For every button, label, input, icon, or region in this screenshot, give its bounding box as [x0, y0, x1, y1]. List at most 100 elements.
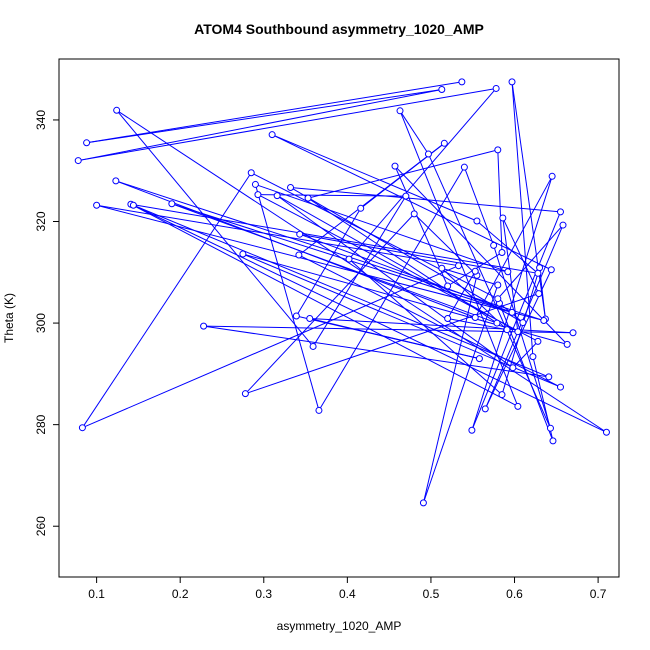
data-point — [254, 191, 262, 199]
data-point — [74, 157, 82, 165]
series-segment — [255, 183, 508, 273]
x-tick-label: 0.4 — [339, 587, 356, 601]
data-point — [498, 391, 506, 399]
data-point — [509, 364, 517, 372]
data-point — [514, 328, 522, 336]
data-point — [83, 139, 91, 147]
x-tick-label: 0.3 — [255, 587, 272, 601]
data-point — [559, 221, 567, 229]
series-segment — [295, 208, 362, 317]
series-segment — [399, 110, 429, 155]
data-point — [546, 424, 554, 432]
series-segment — [394, 165, 568, 345]
series-segment — [463, 166, 495, 246]
data-point — [402, 192, 410, 200]
series-segment — [133, 204, 607, 433]
series-segment — [441, 267, 498, 286]
series-segment — [245, 293, 539, 395]
data-point — [549, 437, 557, 445]
data-point — [534, 269, 542, 277]
series-segment — [512, 341, 539, 369]
data-point — [93, 201, 101, 209]
series-segment — [511, 81, 546, 320]
data-point — [295, 251, 303, 259]
series-segment — [86, 88, 442, 144]
data-point — [438, 85, 446, 93]
data-point — [438, 264, 446, 272]
data-point — [471, 267, 479, 275]
series-segment — [299, 233, 508, 273]
series-segment — [254, 184, 320, 411]
data-point — [490, 241, 498, 249]
series-segment — [499, 303, 554, 442]
series-segment — [422, 275, 478, 503]
series-segment — [312, 195, 407, 347]
data-point — [239, 250, 247, 258]
series-segment — [298, 254, 561, 388]
series-segment — [116, 109, 607, 433]
data-point — [563, 340, 571, 348]
series-segment — [348, 258, 503, 396]
series-segment — [447, 271, 476, 319]
data-point — [504, 268, 512, 276]
data-point — [247, 169, 255, 177]
series-segment — [299, 233, 513, 313]
y-axis-label: Theta (K) — [2, 293, 16, 343]
series-segment — [242, 253, 561, 388]
data-point — [113, 106, 121, 114]
data-point — [548, 172, 556, 180]
data-point — [292, 312, 300, 320]
data-point — [112, 177, 120, 185]
series-segment — [81, 172, 252, 428]
data-point — [287, 183, 295, 191]
data-point — [241, 390, 249, 398]
data-point — [471, 313, 479, 321]
data-point — [519, 319, 527, 327]
data-point — [396, 107, 404, 115]
data-point — [494, 295, 502, 303]
data-point — [304, 194, 312, 202]
data-point — [499, 214, 507, 222]
y-tick-label: 320 — [34, 211, 48, 231]
data-point — [458, 78, 466, 86]
plot-frame — [58, 58, 620, 578]
x-axis: 0.1 0.2 0.3 0.4 0.5 0.6 0.7 — [88, 577, 607, 601]
data-point — [357, 204, 365, 212]
x-axis-label: asymmetry_1020_AMP — [277, 619, 402, 633]
data-point — [492, 84, 500, 92]
series-segment — [78, 88, 442, 162]
series-segment — [130, 203, 539, 274]
data-point — [481, 405, 489, 413]
series-segment — [502, 217, 540, 294]
data-point — [273, 192, 281, 200]
series-segment — [116, 109, 314, 347]
data-point — [536, 264, 544, 272]
series-segment — [130, 203, 519, 407]
data-point — [475, 355, 483, 363]
series-segment — [394, 165, 449, 287]
y-tick-label: 300 — [34, 313, 48, 333]
chart-title: ATOM4 Southbound asymmetry_1020_AMP — [194, 21, 484, 37]
data-point — [168, 200, 176, 208]
series-segment — [309, 318, 480, 360]
data-point — [534, 337, 542, 345]
series-layer — [74, 78, 610, 507]
data-point — [455, 262, 463, 270]
data-point — [129, 201, 137, 209]
series-segment — [257, 194, 406, 197]
data-point — [493, 319, 501, 327]
data-point — [419, 499, 427, 507]
data-point — [410, 210, 418, 218]
series-segment — [484, 224, 564, 410]
data-point — [508, 78, 516, 86]
data-point — [545, 373, 553, 381]
series-segment — [497, 224, 564, 300]
series-segment — [271, 134, 552, 271]
x-tick-label: 0.6 — [506, 587, 523, 601]
data-point — [444, 282, 452, 290]
data-point — [494, 146, 502, 154]
data-point — [309, 342, 317, 350]
data-point — [440, 139, 448, 147]
series-segment — [497, 149, 503, 253]
